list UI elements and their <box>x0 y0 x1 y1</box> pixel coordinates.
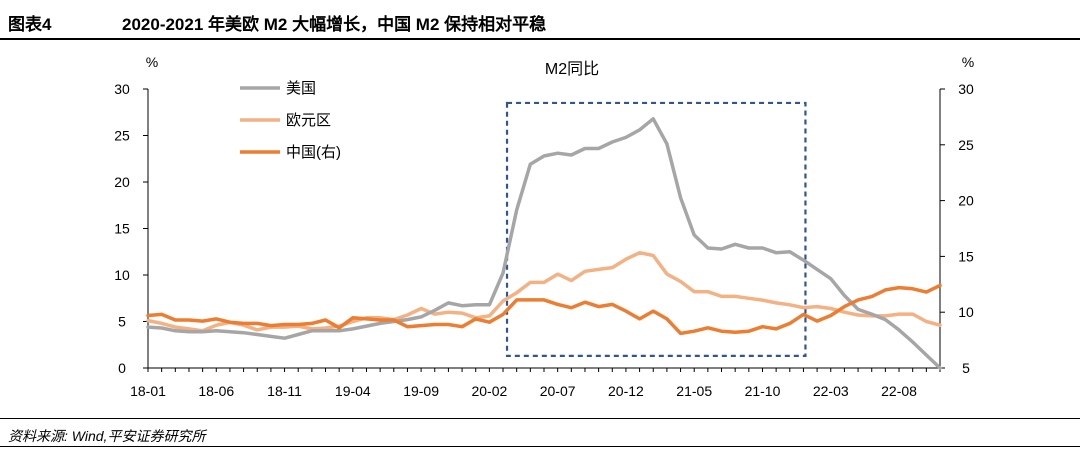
legend-label-euro: 欧元区 <box>286 112 331 129</box>
series-lines <box>146 117 942 370</box>
x-tick-label: 22-08 <box>881 383 917 399</box>
chart-title: M2同比 <box>545 60 599 78</box>
x-tick-label: 20-07 <box>540 383 576 399</box>
y-right-tick-label: 30 <box>958 81 974 97</box>
y-left-unit: % <box>146 54 158 70</box>
footer-rule <box>0 418 1080 419</box>
series-line-china <box>146 283 942 336</box>
y-right-tick-label: 20 <box>958 193 974 209</box>
header-rule <box>0 38 1080 40</box>
legend-label-china: 中国(右) <box>286 144 341 161</box>
y-left-tick-label: 15 <box>114 221 130 237</box>
x-tick-label: 21-10 <box>745 383 781 399</box>
y-right-tick-label: 25 <box>958 137 974 153</box>
x-tick-label: 20-02 <box>471 383 507 399</box>
figure-header: 图表4 2020-2021 年美欧 M2 大幅增长，中国 M2 保持相对平稳 <box>0 0 1080 40</box>
source-note: 资料来源: Wind,平安证券研究所 <box>8 428 206 444</box>
y-right-tick-label: 5 <box>962 360 970 376</box>
y-right-tick-label: 15 <box>958 248 974 264</box>
y-left-tick-label: 5 <box>118 314 126 330</box>
y-left-tick-label: 20 <box>114 174 130 190</box>
m2-chart: 0 5 10 15 20 25 30 5 10 15 20 25 30 18-01 18-06 18-11 19… <box>114 54 974 399</box>
y-right-unit: % <box>962 54 974 70</box>
x-tick-label: 20-12 <box>608 383 644 399</box>
y-left-tick-label: 30 <box>114 81 130 97</box>
x-tick-label: 21-05 <box>676 383 712 399</box>
legend-label-us: 美国 <box>286 80 316 97</box>
x-tick-label: 18-06 <box>198 383 234 399</box>
x-tick-label: 19-09 <box>403 383 439 399</box>
series-line-us <box>146 117 942 370</box>
chart-axes: 0 5 10 15 20 25 30 5 10 15 20 25 30 18-01 18-06 18-11 19… <box>114 81 974 399</box>
x-tick-label: 18-01 <box>130 383 166 399</box>
figure-label: 图表4 <box>8 15 52 34</box>
x-tick-label: 18-11 <box>267 383 302 399</box>
y-left-tick-label: 25 <box>114 128 130 144</box>
x-tick-label: 19-04 <box>335 383 371 399</box>
x-tick-label: 22-03 <box>813 383 849 399</box>
series-line-euro <box>146 250 942 333</box>
footer-rule-bottom <box>0 446 1080 447</box>
highlight-layer <box>505 101 807 358</box>
highlight-box <box>505 101 807 358</box>
y-left-tick-label: 10 <box>114 267 130 283</box>
y-right-tick-label: 10 <box>958 304 974 320</box>
y-left-tick-label: 0 <box>118 360 126 376</box>
figure-title: 2020-2021 年美欧 M2 大幅增长，中国 M2 保持相对平稳 <box>122 15 547 34</box>
